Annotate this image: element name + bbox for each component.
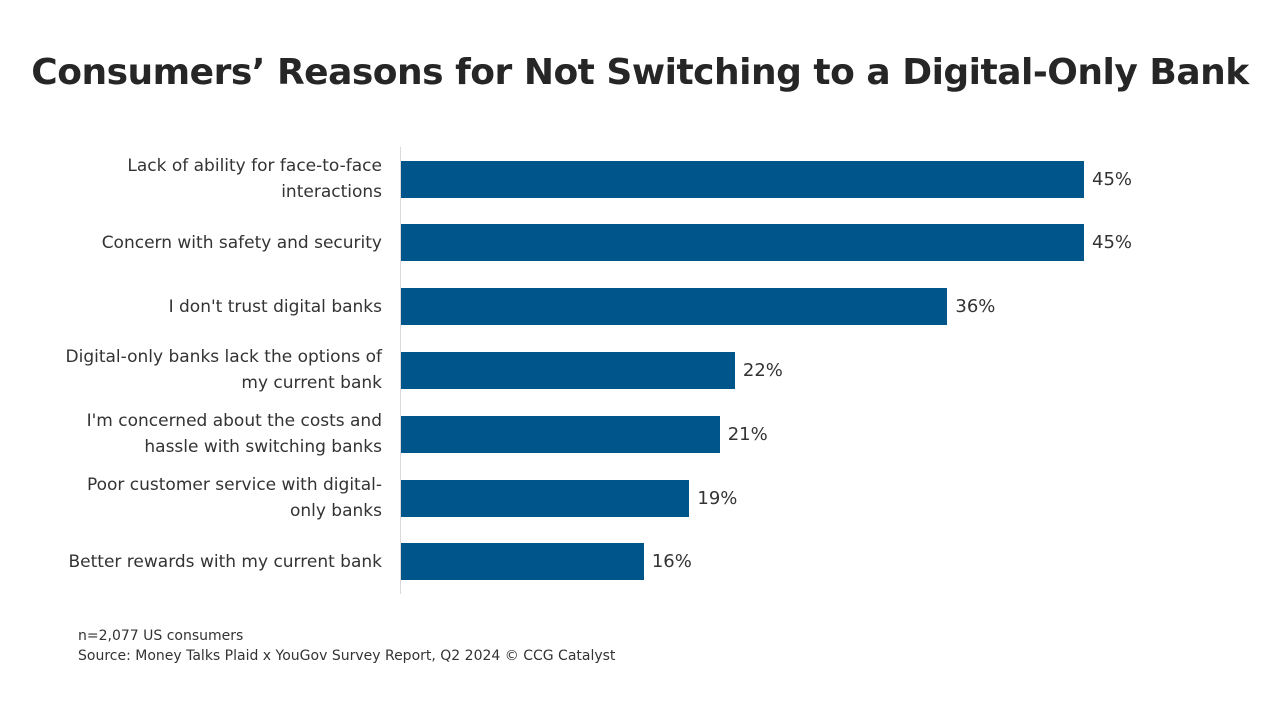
category-label: Concern with safety and security [60, 213, 382, 273]
category-text: I don't trust digital banks [168, 296, 382, 317]
category-label: Digital-only banks lack the options of m… [60, 340, 382, 400]
value-label: 45% [1092, 168, 1133, 190]
bar [401, 351, 735, 389]
bar [401, 224, 1084, 262]
bar [401, 160, 1084, 198]
category-text: Concern with safety and security [101, 232, 382, 253]
bar [401, 288, 948, 326]
category-label: Poor customer service with digital-only … [60, 468, 382, 528]
value-label: 45% [1092, 232, 1133, 254]
bar [401, 479, 690, 517]
value-label: 19% [697, 487, 738, 509]
bar [401, 543, 644, 581]
footnote: Source: Money Talks Plaid x YouGov Surve… [78, 648, 616, 664]
chart-title: Consumers’ Reasons for Not Switching to … [31, 52, 1249, 93]
footnote: n=2,077 US consumers [78, 628, 244, 644]
category-text: Better rewards with my current bank [68, 551, 383, 572]
category-text: Poor customer service with digital-only … [86, 475, 382, 521]
category-text: Digital-only banks lack the options of m… [65, 347, 382, 394]
value-label: 36% [955, 296, 996, 318]
category-text: Lack of ability for face-to-face interac… [127, 156, 382, 202]
value-label: 21% [727, 423, 768, 445]
value-label: 22% [742, 359, 783, 381]
category-label: Better rewards with my current bank [60, 532, 383, 592]
category-label: I'm concerned about the costs and hassle… [60, 404, 382, 464]
value-label: 16% [651, 551, 692, 573]
axis-line [400, 147, 401, 594]
bar [401, 415, 720, 453]
category-label: Lack of ability for face-to-face interac… [60, 149, 382, 209]
category-text: I'm concerned about the costs and hassle… [86, 411, 382, 458]
category-label: I don't trust digital banks [60, 277, 382, 337]
